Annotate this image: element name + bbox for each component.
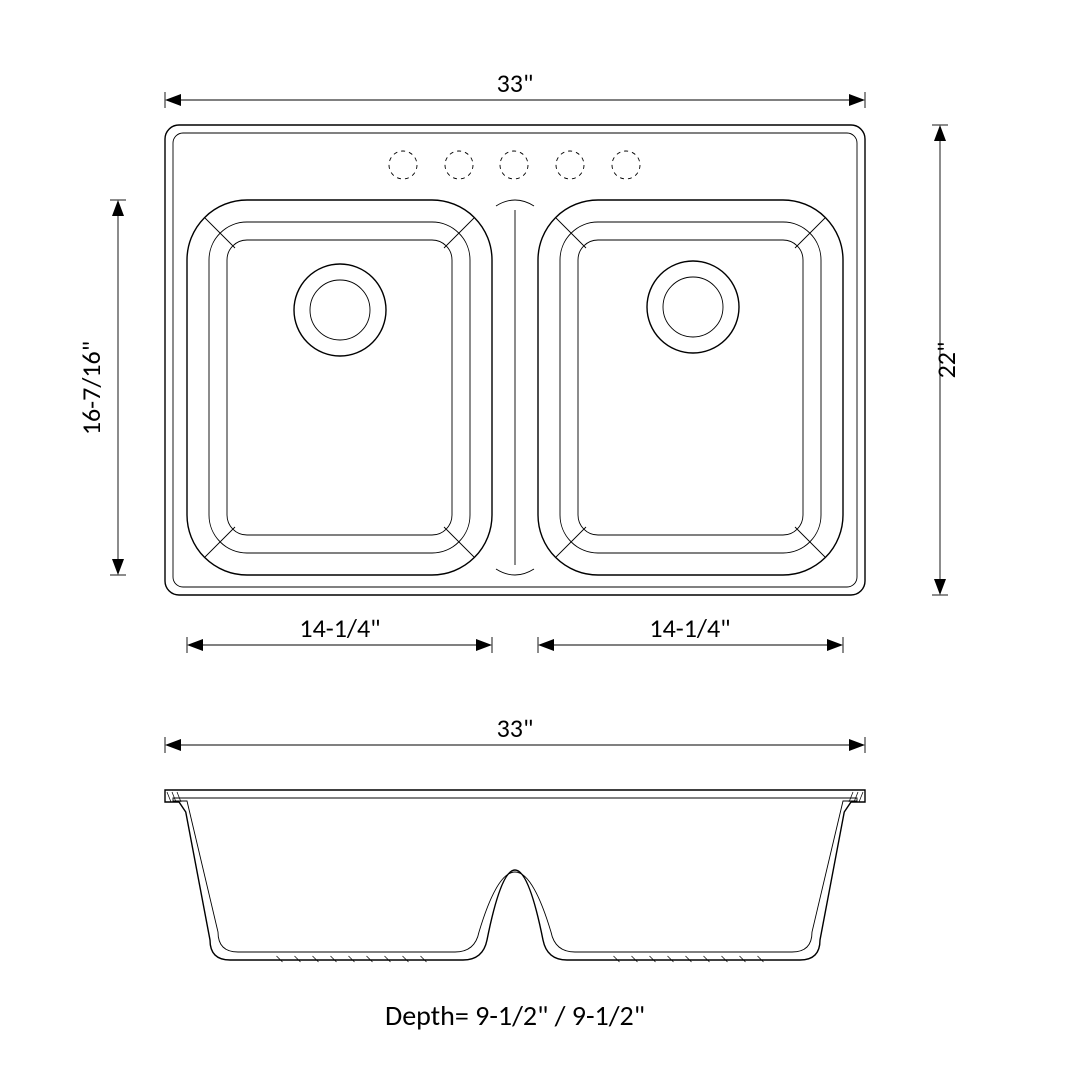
faucet-hole-4	[556, 151, 584, 179]
dimension-label: 33"	[497, 67, 534, 99]
faucet-hole-2	[445, 151, 473, 179]
dimension-label: 22"	[930, 342, 962, 379]
dimension-label: 14-1/4"	[299, 612, 380, 644]
depth-label: Depth= 9-1/2" / 9-1/2"	[385, 998, 645, 1033]
drain-right	[647, 261, 739, 353]
dimension-label: 14-1/4"	[649, 612, 730, 644]
basin-right	[538, 200, 843, 575]
faucet-hole-1	[389, 151, 417, 179]
drain-left	[294, 264, 386, 356]
dimension-label: 33"	[497, 712, 534, 744]
sink-section-inner	[173, 798, 857, 952]
sink-section-outer	[165, 790, 865, 960]
basin-left	[187, 200, 492, 575]
faucet-hole-3	[500, 151, 528, 179]
dimension-label: 16-7/16"	[75, 341, 107, 435]
faucet-hole-5	[612, 151, 640, 179]
